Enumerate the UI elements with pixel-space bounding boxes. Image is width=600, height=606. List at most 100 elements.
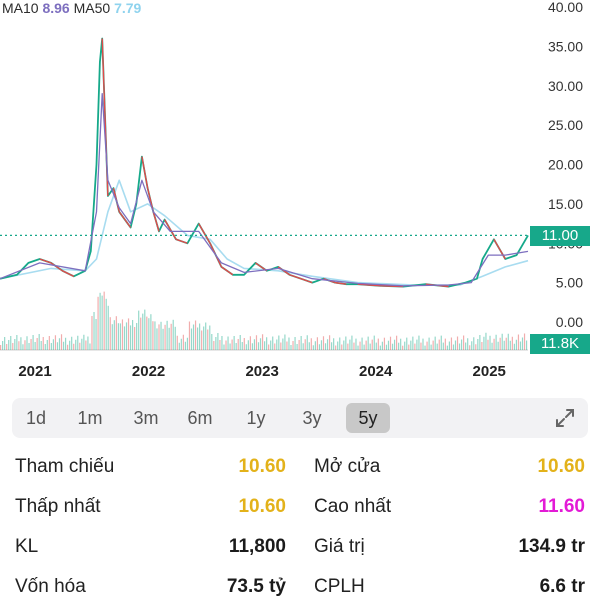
- volume-bar: [182, 334, 184, 350]
- volume-bar: [294, 337, 296, 350]
- volume-bar: [239, 335, 241, 350]
- volume-bar: [81, 338, 83, 350]
- volume-bar: [440, 335, 442, 350]
- volume-bar: [62, 341, 65, 350]
- tab-1m[interactable]: 1m: [77, 408, 103, 428]
- volume-bar: [328, 335, 331, 350]
- volume-bar: [282, 338, 284, 350]
- volume-bar: [270, 340, 272, 350]
- volume-bar: [85, 340, 87, 350]
- volume-bar: [396, 335, 398, 350]
- volume-bar: [109, 317, 111, 350]
- volume-bar: [166, 320, 168, 350]
- volume-bar: [8, 340, 10, 350]
- volume-bar: [132, 320, 134, 350]
- volume-bar: [314, 341, 316, 350]
- volume-bar: [335, 345, 337, 350]
- y-tick-label: 0.00: [556, 314, 583, 330]
- volume-bar: [261, 334, 264, 350]
- volume-bar: [67, 344, 69, 350]
- volume-bar: [404, 341, 406, 350]
- volume-bar: [320, 340, 323, 350]
- volume-bar: [505, 337, 507, 350]
- x-tick-label: 2022: [132, 363, 165, 380]
- volume-bar: [456, 336, 459, 350]
- price-down-segment: [289, 274, 302, 280]
- price-down-segment: [50, 262, 63, 272]
- volume-bar: [215, 337, 217, 350]
- volume-bar: [52, 339, 54, 350]
- volume-bar: [278, 335, 280, 350]
- volume-bar: [475, 344, 477, 350]
- tab-1d[interactable]: 1d: [25, 408, 47, 428]
- volume-bar: [266, 337, 268, 350]
- price-down-segment: [198, 223, 211, 244]
- volume-bar: [97, 296, 99, 350]
- volume-bar: [22, 344, 24, 350]
- volume-bar: [38, 334, 40, 350]
- volume-bar: [341, 344, 343, 350]
- volume-bar: [347, 343, 349, 350]
- y-tick-label: 25.00: [548, 117, 583, 133]
- ma50-label: MA50: [73, 0, 111, 16]
- volume-bar: [298, 340, 300, 350]
- tab-3y[interactable]: 3y: [302, 408, 322, 428]
- open-price-value: 10.60: [537, 456, 585, 477]
- volume-bar: [432, 340, 434, 350]
- volume-bar: [357, 345, 359, 350]
- volume-bar: [172, 319, 174, 350]
- price-down-segment: [221, 266, 234, 276]
- volume-bar: [381, 341, 383, 350]
- volume-bar: [40, 341, 42, 350]
- volume-bar: [10, 336, 12, 350]
- volume-bar: [467, 338, 469, 350]
- volume-bar: [44, 344, 46, 350]
- volume-bar: [406, 337, 408, 350]
- tab-3m[interactable]: 3m: [133, 408, 159, 428]
- volume-bar: [83, 334, 85, 350]
- volume-bar: [48, 336, 50, 350]
- volume-bar: [379, 345, 381, 350]
- volume-bar: [448, 341, 450, 350]
- tab-5y[interactable]: 5y: [346, 403, 390, 433]
- price-down-segment: [164, 219, 177, 240]
- volume-bar: [355, 338, 357, 350]
- volume-bar: [310, 338, 312, 350]
- volume-bar: [136, 323, 138, 350]
- y-tick-label: 20.00: [548, 157, 583, 173]
- volume-bar: [64, 337, 67, 350]
- volume-bar: [176, 335, 178, 350]
- tab-6m[interactable]: 6m: [187, 408, 213, 428]
- volume-bar: [473, 337, 475, 350]
- volume-value: 11,800: [228, 536, 286, 557]
- volume-bar: [134, 327, 136, 350]
- volume-bar: [105, 298, 107, 350]
- volume-bar: [412, 336, 414, 350]
- volume-bar: [6, 344, 8, 350]
- volume-bar: [438, 339, 440, 350]
- volume-bar: [255, 335, 258, 350]
- reference-price-value: 10.60: [238, 456, 286, 477]
- volume-bar: [170, 323, 172, 350]
- volume-bar: [398, 342, 400, 350]
- volume-bar: [383, 337, 386, 350]
- tab-1y[interactable]: 1y: [246, 408, 266, 428]
- volume-bar: [249, 336, 251, 350]
- chart-canvas[interactable]: 40.0035.0030.0025.0020.0015.0010.005.000…: [0, 0, 600, 385]
- volume-bar: [280, 342, 282, 350]
- volume-bar: [302, 343, 304, 350]
- ma10-label: MA10: [2, 0, 39, 16]
- volume-bar: [16, 335, 18, 350]
- price-line: [0, 37, 529, 288]
- volume-bar: [69, 340, 71, 350]
- volume-bar: [211, 334, 213, 350]
- volume-bar: [316, 337, 318, 350]
- expand-icon[interactable]: [552, 405, 578, 431]
- y-tick-label: 35.00: [548, 38, 583, 54]
- current-volume-tag: 11.8K: [530, 334, 590, 354]
- price-down-segment: [62, 270, 75, 277]
- price-chart[interactable]: 40.0035.0030.0025.0020.0015.0010.005.000…: [0, 0, 600, 385]
- volume-bar: [32, 335, 34, 350]
- volume-bar: [485, 332, 487, 350]
- volume-bar: [213, 341, 215, 350]
